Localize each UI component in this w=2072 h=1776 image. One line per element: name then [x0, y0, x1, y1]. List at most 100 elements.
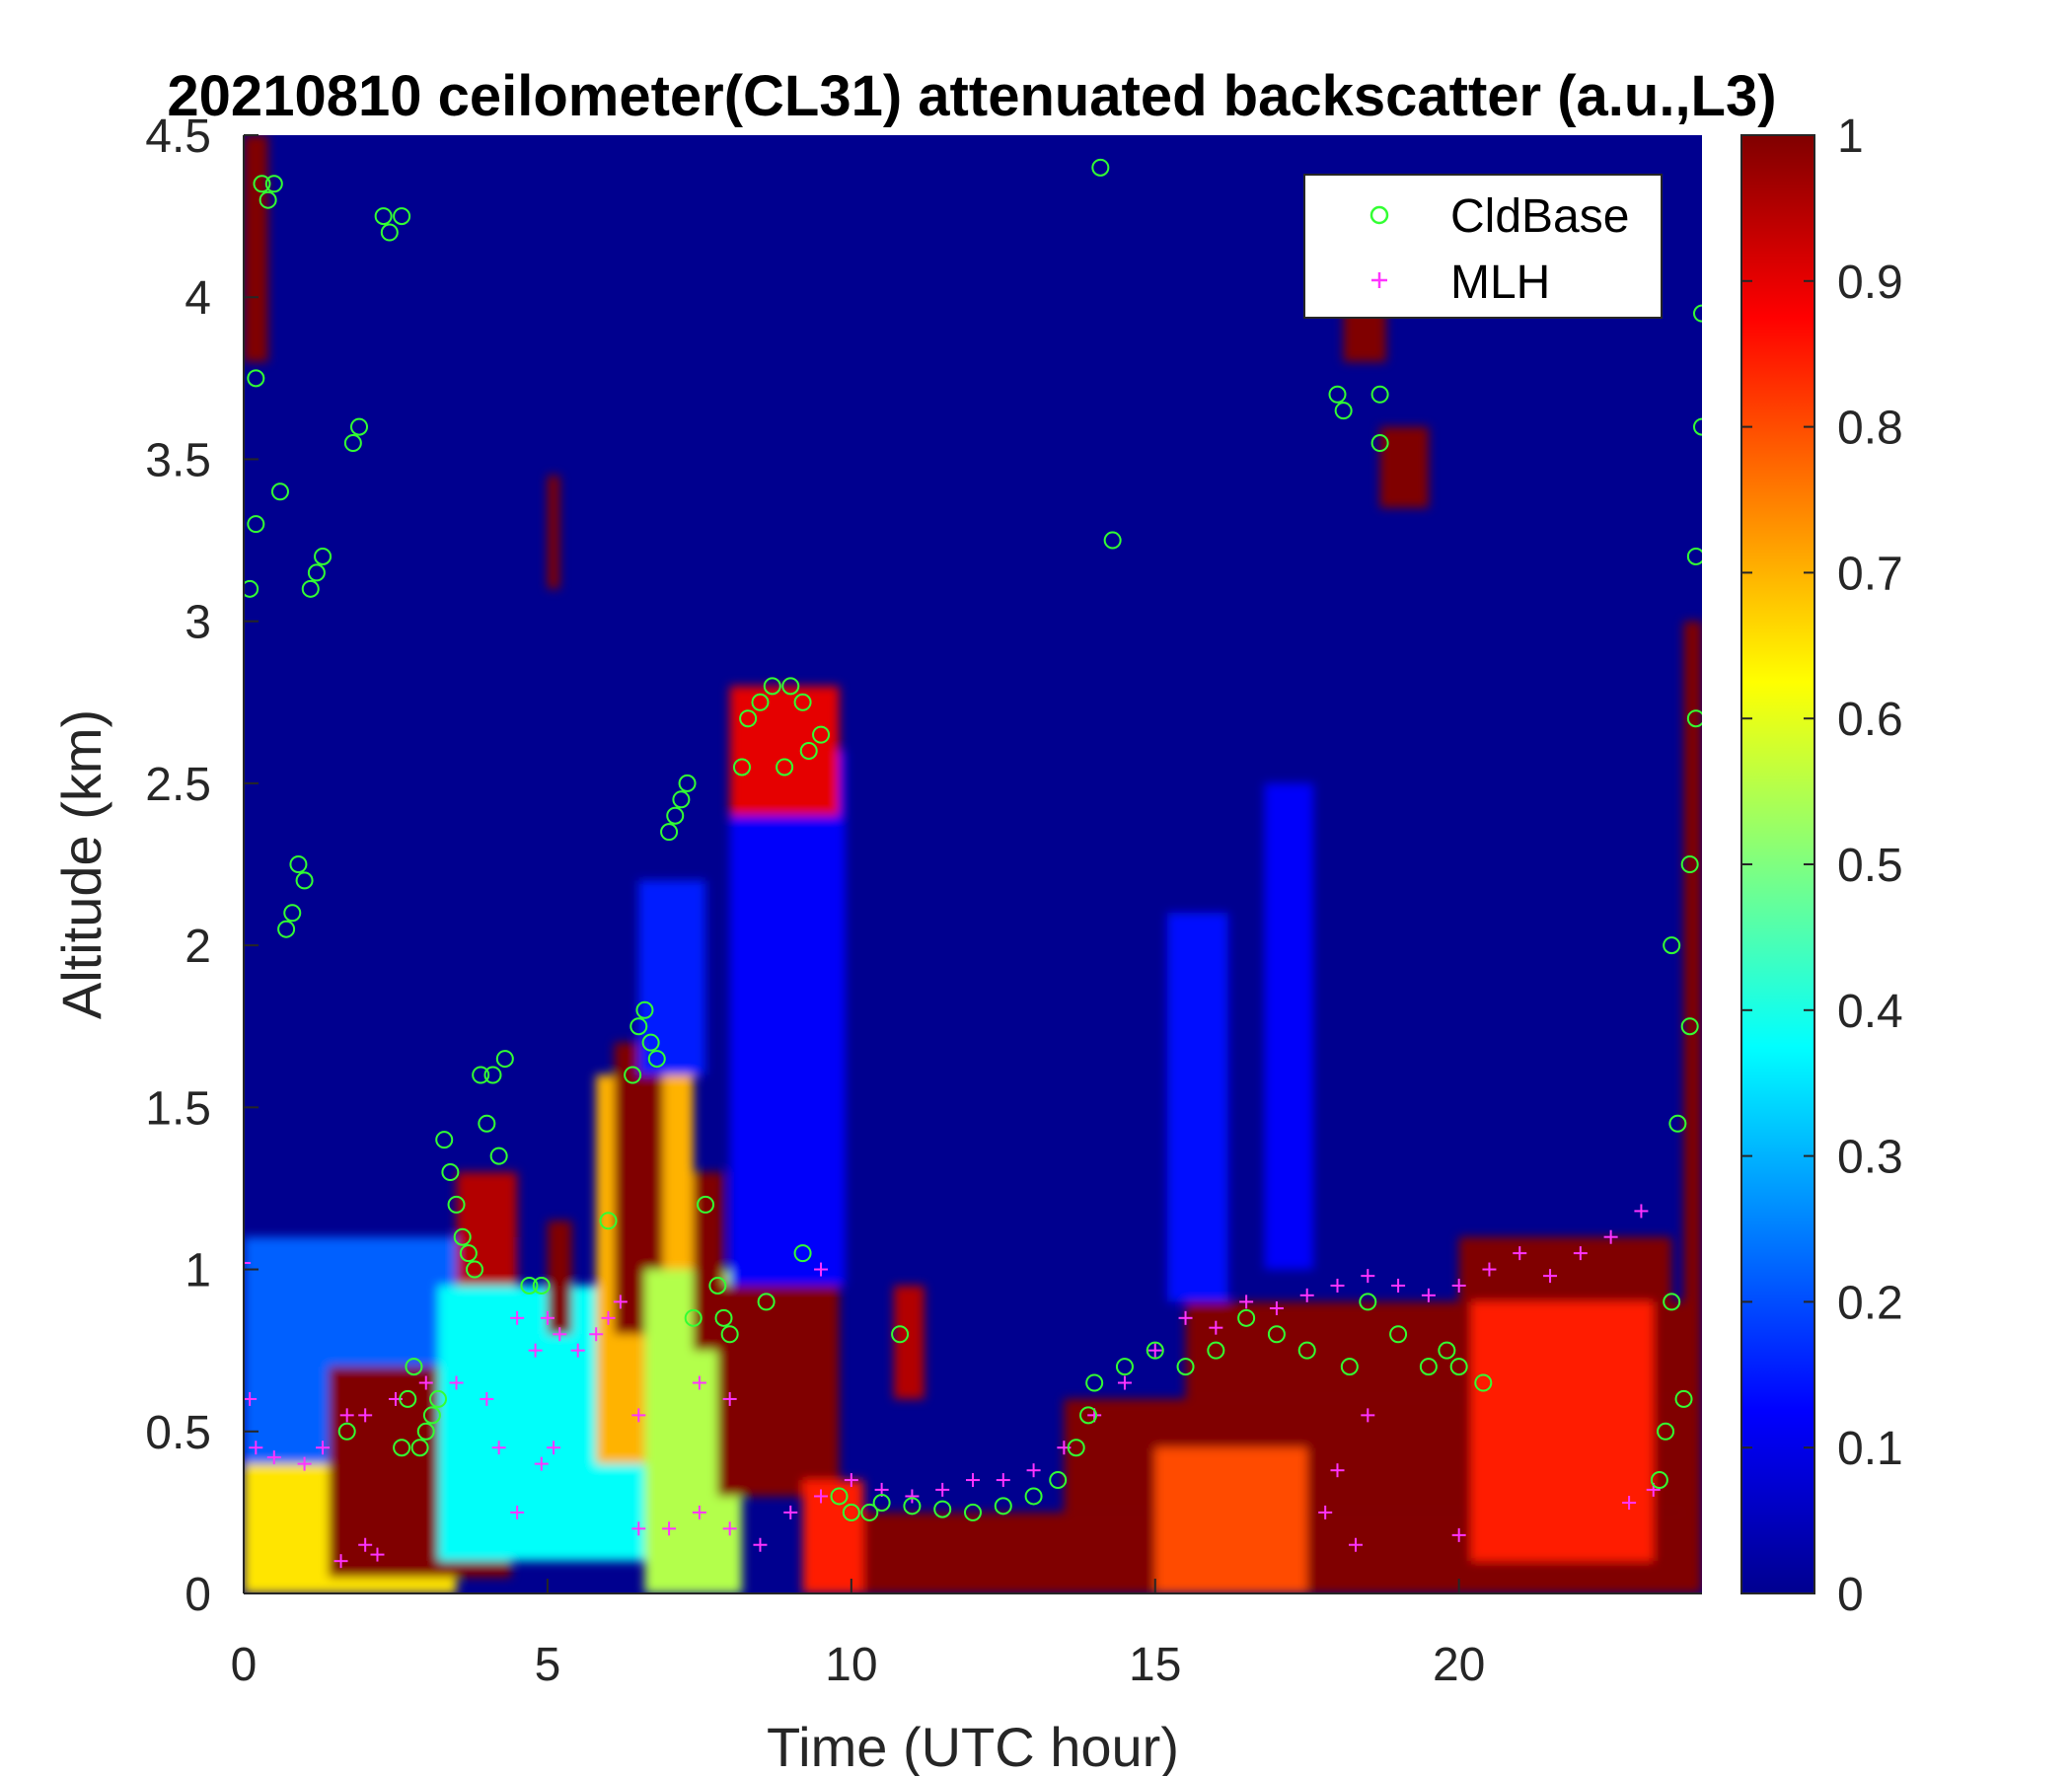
- cldbase-point: [635, 1000, 654, 1019]
- colorbar-tick-label: 1: [1837, 111, 1864, 163]
- cldbase-point: [964, 1503, 982, 1521]
- mlh-point: [1318, 1505, 1333, 1519]
- cldbase-point: [1657, 1422, 1675, 1441]
- cldbase-point: [599, 1212, 618, 1230]
- mlh-point: [966, 1473, 980, 1488]
- cldbase-point: [1474, 1373, 1493, 1392]
- chart-title: 20210810 ceilometer(CL31) attenuated bac…: [167, 64, 1776, 128]
- legend-label-cldbase: CldBase: [1450, 190, 1629, 243]
- y-tick-label: 2.5: [145, 759, 211, 811]
- mlh-point: [692, 1505, 706, 1519]
- mlh-point: [1634, 1204, 1649, 1219]
- mlh-point: [631, 1408, 646, 1423]
- mlh-point: [601, 1310, 616, 1325]
- cldbase-point: [1686, 547, 1702, 565]
- colorbar-tick-label: 0.2: [1837, 1277, 1903, 1329]
- mlh-legend-marker: [1371, 272, 1387, 288]
- cldbase-point: [1686, 709, 1702, 728]
- y-tick-label: 0: [185, 1569, 211, 1621]
- mlh-point: [1543, 1269, 1558, 1284]
- cldbase-point: [1079, 1406, 1098, 1425]
- mlh-point: [333, 1554, 348, 1569]
- y-tick-label: 3: [185, 597, 211, 649]
- heatmap-region: [729, 751, 846, 1286]
- cldbase-point: [1693, 417, 1702, 436]
- cldbase-series: [244, 158, 1702, 1521]
- cldbase-point: [495, 1050, 514, 1069]
- cldbase-point: [1680, 855, 1699, 873]
- mlh-point: [418, 1375, 433, 1390]
- heatmap-region: [1264, 782, 1313, 1270]
- cldbase-point: [259, 190, 277, 209]
- legend[interactable]: CldBase MLH: [1303, 174, 1663, 319]
- mlh-point: [244, 1255, 251, 1270]
- y-tick-label: 4: [185, 272, 211, 325]
- x-axis-ticks: 0 5 10 15 20: [231, 1579, 1485, 1691]
- mlh-point: [1178, 1310, 1193, 1325]
- mlh-point: [1573, 1246, 1588, 1261]
- cldbase-point: [624, 1066, 642, 1084]
- cldbase-point: [289, 855, 308, 873]
- cldbase-point: [1085, 1373, 1104, 1392]
- cldbase-point: [244, 579, 259, 598]
- heatmap-region: [547, 475, 560, 589]
- cldbase-point: [399, 1389, 417, 1408]
- mlh-point: [1603, 1229, 1618, 1244]
- cldbase-point: [708, 1276, 727, 1295]
- cldbase-point: [247, 515, 265, 534]
- mlh-point: [589, 1327, 604, 1342]
- cldbase-point: [472, 1066, 490, 1084]
- mlh-point: [613, 1295, 628, 1309]
- x-tick-label: 5: [535, 1639, 561, 1691]
- heatmap-region: [1683, 621, 1702, 1593]
- cldbase-point: [410, 1439, 429, 1457]
- legend-box: [1303, 174, 1663, 319]
- y-axis-label: Altitude (km): [50, 709, 112, 1019]
- y-tick-label: 3.5: [145, 434, 211, 486]
- cldbase-point: [1103, 531, 1122, 550]
- mlh-point: [1269, 1300, 1284, 1315]
- cldbase-point: [459, 1244, 478, 1263]
- cldbase-point: [416, 1422, 435, 1441]
- mlh-point: [1361, 1269, 1375, 1284]
- cldbase-point: [1091, 158, 1110, 177]
- cldbase-point: [1438, 1341, 1456, 1360]
- cldbase-point: [1237, 1308, 1256, 1327]
- cldbase-point: [720, 1325, 739, 1344]
- cldbase-point: [1334, 402, 1353, 420]
- cldbase-point: [757, 1293, 776, 1311]
- x-tick-label: 20: [1433, 1639, 1485, 1691]
- cldbase-point: [1668, 1114, 1687, 1133]
- mlh-point: [1330, 1463, 1345, 1478]
- colorbar-tick-label: 0.1: [1837, 1423, 1903, 1475]
- mlh-point: [316, 1441, 331, 1455]
- cldbase-point: [793, 1244, 812, 1263]
- cldbase-point: [441, 1163, 460, 1182]
- cldbase-point: [247, 369, 265, 388]
- mlh-point: [844, 1473, 858, 1488]
- cldbase-point: [1370, 434, 1389, 453]
- colorbar-gradient: [1740, 134, 1815, 1594]
- cldbase-point: [307, 563, 326, 582]
- legend-label-mlh: MLH: [1450, 257, 1550, 309]
- heatmap-region: [1470, 1301, 1654, 1562]
- colorbar-ticks: 0 0.1 0.2 0.3 0.4 0.5 0.6 0.7 0.8 0.9 1: [1741, 111, 1903, 1621]
- cldbase-point: [483, 1066, 502, 1084]
- colorbar-tick-label: 0.7: [1837, 548, 1903, 600]
- mlh-point: [753, 1537, 768, 1552]
- cldbase-point: [1115, 1358, 1134, 1376]
- cldbase-point: [1049, 1471, 1068, 1490]
- heatmap-region: [638, 880, 706, 1075]
- cldbase-point: [799, 742, 818, 761]
- mlh-point: [1117, 1375, 1132, 1390]
- mlh-point: [631, 1521, 646, 1536]
- mlh-point: [1513, 1246, 1527, 1261]
- colorbar-tick-label: 0: [1837, 1569, 1864, 1621]
- cldbase-point: [1389, 1325, 1408, 1344]
- colorbar-tick-label: 0.3: [1837, 1132, 1903, 1184]
- cldbase-point: [1674, 1389, 1693, 1408]
- cldbase-point: [295, 871, 314, 890]
- mlh-point: [370, 1547, 385, 1562]
- mlh-point: [249, 1441, 263, 1455]
- cldbase-point: [270, 482, 289, 501]
